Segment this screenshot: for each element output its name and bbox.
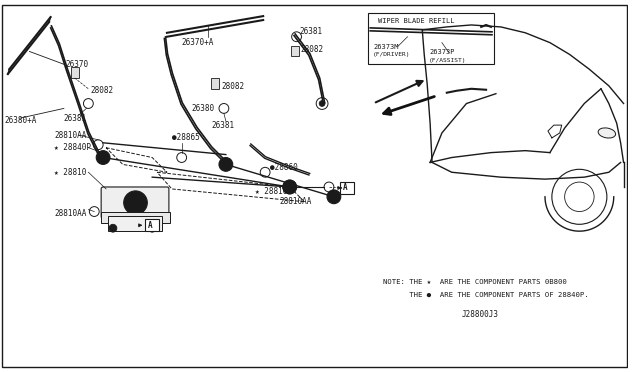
Text: THE ●  ARE THE COMPONENT PARTS OF 28840P.: THE ● ARE THE COMPONENT PARTS OF 28840P.: [383, 292, 589, 298]
Text: 28810AA: 28810AA: [54, 131, 86, 140]
Circle shape: [327, 190, 340, 204]
Text: (F/ASSIST): (F/ASSIST): [429, 58, 467, 63]
Text: 26380+A: 26380+A: [5, 116, 37, 125]
Circle shape: [124, 191, 147, 215]
Text: 28082: 28082: [301, 45, 324, 54]
Bar: [211, 78, 219, 89]
Bar: [291, 46, 298, 57]
Bar: [145, 219, 159, 231]
Circle shape: [283, 180, 296, 194]
Bar: [108, 217, 162, 231]
Text: A: A: [342, 183, 348, 192]
Text: 26370+A: 26370+A: [182, 38, 214, 47]
Text: 28082: 28082: [90, 86, 113, 95]
Text: 28810AA: 28810AA: [280, 197, 312, 206]
Text: (F/DRIVER): (F/DRIVER): [373, 52, 411, 57]
Text: ★ 28810: ★ 28810: [54, 168, 86, 177]
Circle shape: [96, 151, 110, 164]
Text: ★ 28810A: ★ 28810A: [255, 187, 292, 196]
Text: A: A: [148, 221, 153, 230]
Text: 26381: 26381: [211, 121, 234, 129]
Text: 26373P: 26373P: [429, 49, 454, 55]
Text: 26381: 26381: [300, 27, 323, 36]
Ellipse shape: [598, 128, 616, 138]
Circle shape: [285, 183, 294, 191]
Text: 26381: 26381: [64, 114, 87, 123]
Text: NOTE: THE ★  ARE THE COMPONENT PARTS 0B800: NOTE: THE ★ ARE THE COMPONENT PARTS 0B80…: [383, 279, 567, 285]
Circle shape: [99, 154, 107, 161]
Circle shape: [283, 180, 296, 194]
Bar: [340, 182, 353, 194]
Text: WIPER BLADE REFILL: WIPER BLADE REFILL: [378, 18, 454, 24]
Circle shape: [319, 100, 325, 106]
Text: ●28860: ●28860: [270, 163, 298, 172]
Circle shape: [130, 197, 141, 209]
Text: 26370: 26370: [66, 60, 89, 69]
Text: 28810AA: 28810AA: [54, 209, 86, 218]
Bar: [368, 13, 494, 64]
Text: 26380: 26380: [191, 104, 214, 113]
Text: 26373M: 26373M: [373, 44, 399, 49]
Circle shape: [148, 224, 156, 232]
Text: J28800J3: J28800J3: [461, 310, 499, 319]
Text: 28082: 28082: [221, 82, 244, 91]
Circle shape: [222, 160, 230, 168]
Bar: [70, 67, 79, 78]
Text: ●28865: ●28865: [172, 134, 200, 142]
Circle shape: [219, 157, 233, 171]
Bar: [101, 212, 170, 223]
FancyBboxPatch shape: [101, 187, 169, 218]
Text: ★ 28840P: ★ 28840P: [54, 143, 91, 152]
Circle shape: [330, 193, 338, 201]
Circle shape: [109, 224, 117, 232]
